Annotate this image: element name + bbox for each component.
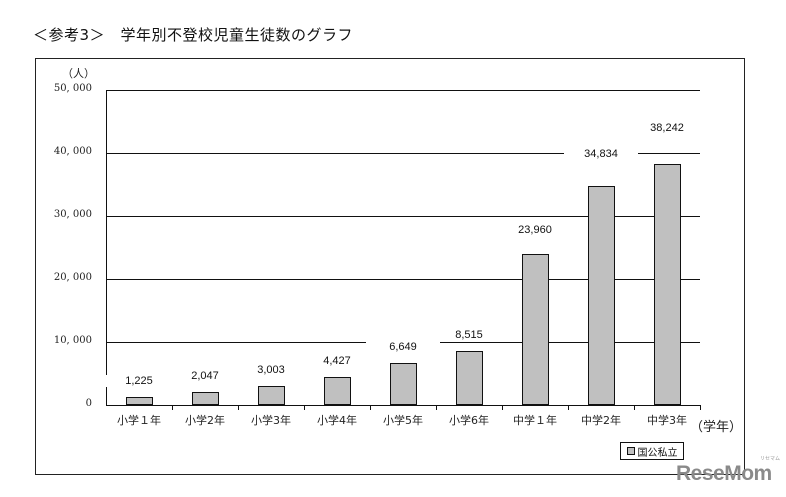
data-label: 3,003 (234, 364, 308, 377)
x-axis (106, 405, 700, 406)
data-label: 6,649 (366, 341, 440, 354)
legend: 国公私立 (620, 442, 684, 460)
x-tick (568, 405, 569, 410)
y-tick-label: 40, 000 (53, 146, 92, 157)
x-category-label: 中学3年 (647, 414, 687, 427)
x-tick (172, 405, 173, 410)
x-tick (238, 405, 239, 410)
x-tick (700, 405, 701, 410)
y-tick-label: 20, 000 (53, 272, 92, 283)
x-tick (370, 405, 371, 410)
chart-frame (35, 58, 745, 475)
bar (587, 185, 615, 405)
gridline (106, 216, 700, 217)
bar (653, 164, 681, 405)
x-tick (304, 405, 305, 410)
chart-title: ＜参考3＞ 学年別不登校児童生徒数のグラフ (33, 26, 354, 44)
y-tick-label: 0 (85, 398, 92, 409)
x-tick (502, 405, 503, 410)
bar (257, 386, 285, 405)
data-label: 2,047 (168, 370, 242, 383)
data-label: 23,960 (498, 224, 572, 237)
data-label: 38,242 (630, 122, 704, 135)
x-category-label: 小学4年 (317, 414, 357, 427)
data-label: 4,427 (300, 355, 374, 368)
bar (455, 351, 483, 405)
x-axis-unit: （学年） (690, 420, 743, 435)
y-axis (106, 90, 107, 405)
bar (191, 392, 219, 405)
x-category-label: 中学2年 (581, 414, 621, 427)
legend-label: 国公私立 (637, 447, 678, 459)
x-category-label: 小学3年 (251, 414, 291, 427)
gridline (106, 90, 700, 91)
bar (389, 363, 417, 405)
bar (521, 254, 549, 405)
x-category-label: 小学5年 (383, 414, 423, 427)
data-label: 8,515 (432, 329, 506, 342)
gridline (106, 153, 700, 154)
data-label: 1,225 (102, 375, 176, 388)
bar (323, 377, 351, 405)
x-tick (436, 405, 437, 410)
bar (125, 397, 153, 405)
legend-swatch-icon (626, 447, 635, 455)
x-category-label: 小学6年 (449, 414, 489, 427)
x-tick (634, 405, 635, 410)
data-label: 34,834 (564, 147, 638, 160)
x-category-label: 中学１年 (513, 414, 557, 427)
y-tick-label: 30, 000 (53, 209, 92, 220)
gridline (106, 279, 700, 280)
x-category-label: 小学2年 (185, 414, 225, 427)
watermark-subtext: リセマム (760, 456, 781, 462)
x-category-label: 小学１年 (117, 414, 161, 427)
y-axis-unit: （人） (62, 67, 95, 80)
y-tick-label: 10, 000 (53, 335, 92, 346)
y-tick-label: 50, 000 (53, 83, 92, 94)
watermark-logo: ReseMom (676, 462, 772, 485)
